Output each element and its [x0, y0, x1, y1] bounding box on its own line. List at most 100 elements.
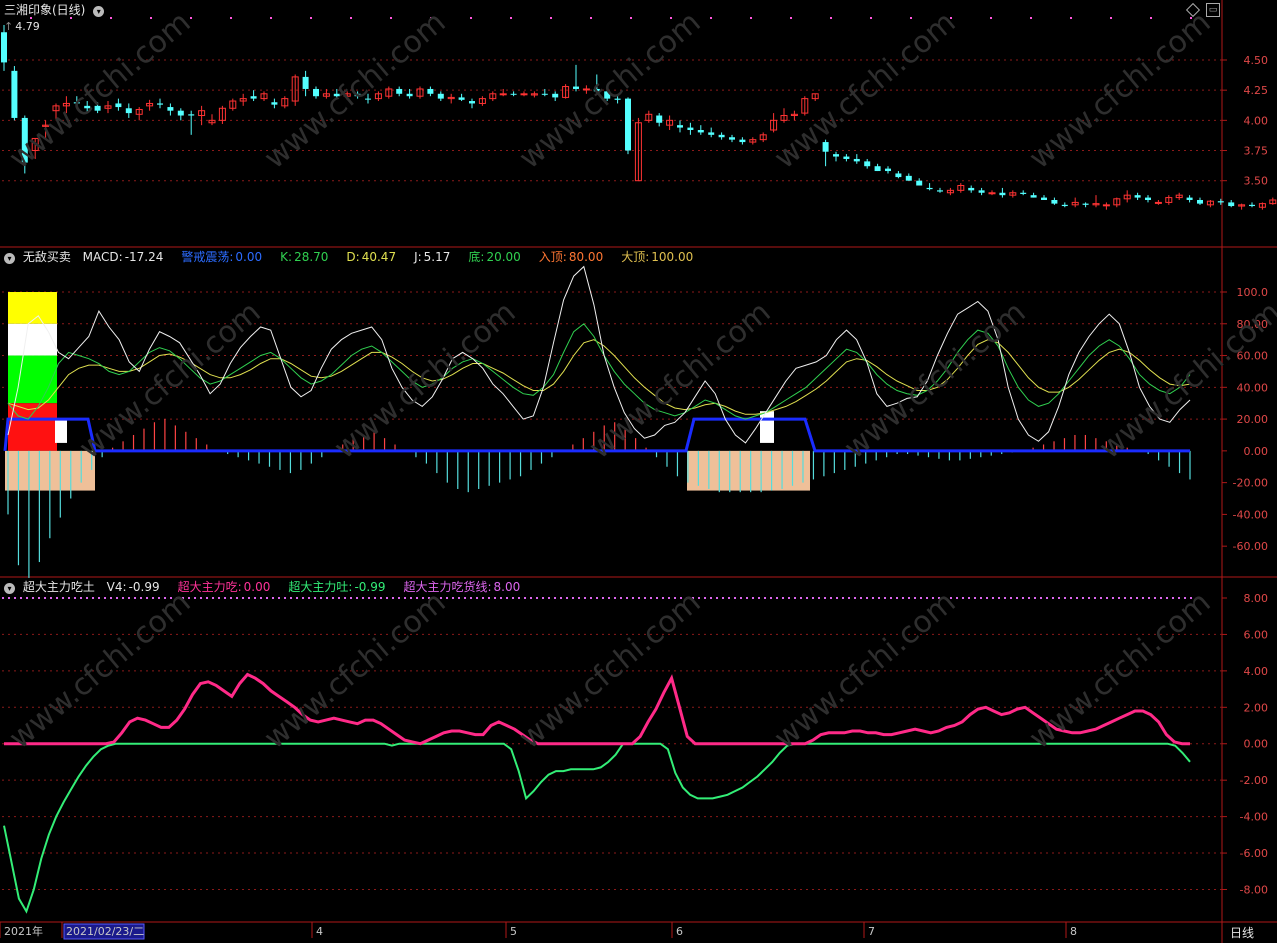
- candle-body: [1217, 201, 1224, 203]
- signal-dot: [950, 17, 952, 19]
- settings-circle-icon[interactable]: ▾: [4, 583, 15, 594]
- candle-body: [656, 115, 663, 123]
- date-label: 4: [316, 925, 323, 938]
- indicator2-item: 超大主力吃货线: 8.00: [404, 580, 525, 594]
- candle-body: [978, 190, 985, 193]
- candle-body: [1020, 192, 1027, 194]
- candle-body: [968, 187, 975, 191]
- candle-body: [885, 168, 891, 172]
- indicator1-item: K: 28.70: [280, 250, 332, 264]
- indicator1-value: 40.47: [361, 250, 397, 264]
- candle-body: [260, 93, 268, 100]
- candle-body: [1165, 197, 1173, 203]
- signal-dot: [630, 17, 632, 19]
- watermark-text: www.cfchi.com: [3, 585, 198, 756]
- indicator1-item: D: 40.47: [346, 250, 400, 264]
- candle-body: [916, 180, 923, 186]
- signal-dot: [710, 17, 712, 19]
- indicator2-axis-label: -2.00: [1240, 774, 1268, 787]
- indicator1-value: -17.24: [124, 250, 164, 264]
- indicator2-value: 8.00: [493, 580, 521, 594]
- candle-body: [988, 192, 996, 195]
- candle-body: [677, 125, 683, 128]
- indicator1-value: 28.70: [294, 250, 329, 264]
- signal-dot: [70, 17, 72, 19]
- candle-body: [115, 103, 122, 108]
- indicator1-axis-label: 100.0: [1237, 286, 1269, 299]
- signal-dot: [670, 17, 672, 19]
- indicator1-axis-label: 40.00: [1237, 381, 1269, 394]
- date-label: 2021/02/23/二: [66, 925, 144, 938]
- candle-body: [365, 98, 371, 100]
- candle-body: [1071, 201, 1079, 206]
- candle-body: [396, 88, 403, 94]
- indicator1-axis-label: 20.00: [1237, 413, 1269, 426]
- candle-body: [520, 93, 528, 96]
- j-line: [7, 265, 1191, 444]
- candle-body: [478, 98, 486, 104]
- candle-body: [895, 173, 902, 178]
- indicator2-name[interactable]: 超大主力吃土: [22, 580, 95, 594]
- indicator1-item: 警戒震荡: 0.00: [181, 250, 266, 264]
- indicator1-header: ▾ 无敌买卖 MACD: -17.24 警戒震荡: 0.00 K: 28.70 D: 40.4…: [4, 250, 705, 264]
- indicator2-value: -0.99: [354, 580, 386, 594]
- candle-body: [604, 91, 611, 99]
- candle-body: [562, 86, 570, 98]
- indicator1-axis-label: 60.00: [1237, 350, 1269, 363]
- candle-body: [1145, 197, 1151, 200]
- top-zone-block: [8, 323, 57, 356]
- price-axis-label: 3.75: [1244, 145, 1269, 158]
- settings-circle-icon[interactable]: ▾: [4, 253, 15, 264]
- indicator2-values: V4: -0.99 超大主力吃: 0.00 超大主力吐: -0.99 超大主力吃货线: 8.0…: [103, 580, 529, 594]
- candle-body: [1061, 204, 1068, 207]
- candle-body: [666, 119, 674, 126]
- candle-body: [188, 114, 195, 116]
- signal-dot: [110, 17, 112, 19]
- candle-body: [687, 127, 694, 130]
- candle-body: [354, 93, 361, 97]
- chevron-down-icon[interactable]: ▾: [93, 6, 105, 17]
- stock-title[interactable]: 三湘印象(日线): [4, 3, 86, 17]
- candle-body: [946, 189, 954, 194]
- candle-body: [198, 110, 206, 117]
- date-label: 8: [1070, 925, 1077, 938]
- candle-body: [250, 96, 257, 99]
- candle-body: [11, 70, 18, 118]
- indicator2-axis-label: -6.00: [1240, 847, 1268, 860]
- indicator1-axis-label: -40.00: [1233, 508, 1268, 521]
- indicator1-item: 底: 20.00: [468, 250, 524, 264]
- signal-dot: [1190, 17, 1192, 19]
- candle-body: [1, 32, 7, 63]
- signal-dot: [1070, 17, 1072, 19]
- price-axis-label: 4.00: [1244, 114, 1269, 127]
- window-restore-icon[interactable]: ▭: [1206, 3, 1220, 17]
- signal-dot: [1030, 17, 1032, 19]
- watermark-text: www.cfchi.com: [513, 5, 708, 176]
- candle-body: [302, 76, 309, 89]
- candle-body: [437, 93, 444, 99]
- indicator1-value: 100.00: [651, 250, 694, 264]
- candle-body: [177, 110, 184, 116]
- candle-body: [1082, 203, 1089, 205]
- indicator2-axis-label: 8.00: [1244, 592, 1269, 605]
- indicator2-key: 超大主力吃:: [177, 580, 242, 594]
- indicator1-key: J:: [414, 250, 422, 264]
- candle-body: [739, 139, 746, 143]
- watermark-text: www.cfchi.com: [328, 295, 523, 466]
- signal-dot: [150, 17, 152, 19]
- signal-dot: [1110, 17, 1112, 19]
- candle-body: [385, 88, 393, 97]
- period-label[interactable]: 日线: [1230, 926, 1255, 940]
- candle-body: [1113, 198, 1121, 206]
- candle-body: [42, 124, 50, 127]
- candle-body: [427, 88, 434, 94]
- indicator1-item: J: 5.17: [414, 250, 454, 264]
- candle-body: [167, 107, 174, 111]
- indicator2-key: 超大主力吐:: [288, 580, 353, 594]
- candle-body: [343, 93, 351, 97]
- signal-dot: [830, 17, 832, 19]
- candle-body: [469, 101, 475, 104]
- indicator1-name[interactable]: 无敌买卖: [22, 250, 71, 264]
- candle-body: [634, 122, 642, 182]
